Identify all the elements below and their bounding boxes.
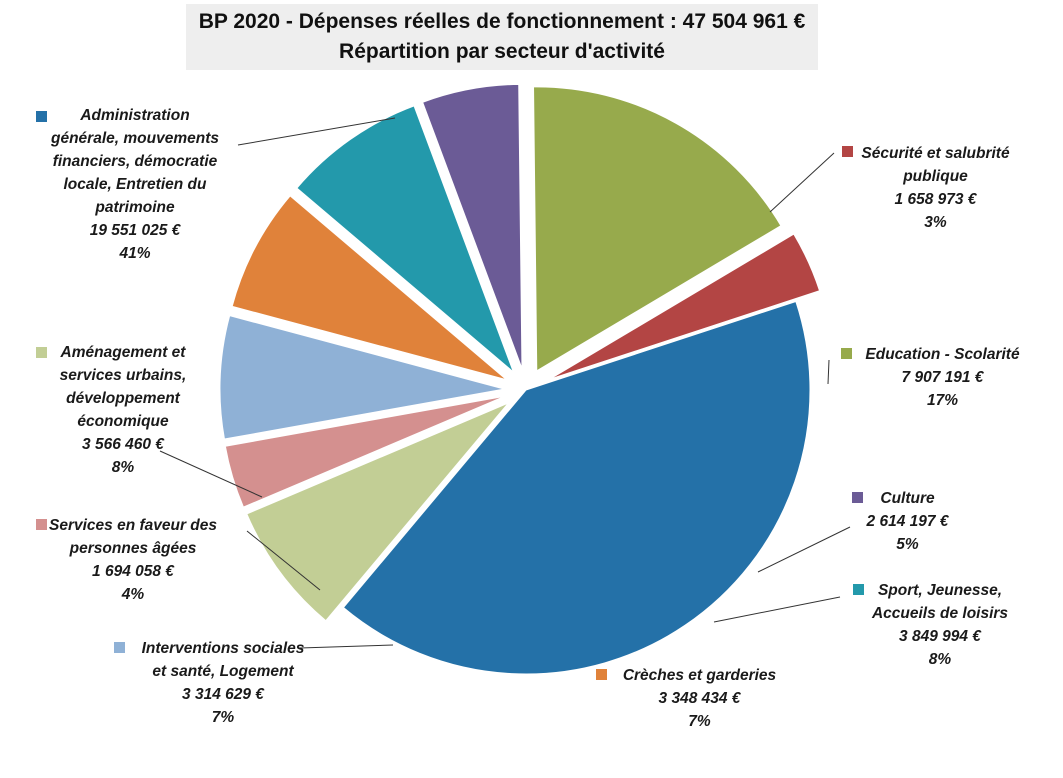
legend-swatch-3	[852, 492, 863, 503]
slice-label-1: Sécurité et salubrité publique 1 658 973 €…	[838, 142, 1033, 234]
legend-swatch-7	[36, 519, 47, 530]
legend-swatch-1	[842, 146, 853, 157]
slice-value-label: 2 614 197 €	[866, 513, 949, 530]
slice-label-text: Accueils de loisirs	[871, 605, 1009, 622]
slice-label-text: patrimoine	[95, 199, 175, 216]
chart-title: BP 2020 - Dépenses réelles de fonctionne…	[198, 10, 806, 33]
pie-slice-1	[549, 233, 821, 380]
slice-label-text: Crèches et garderies	[622, 667, 777, 684]
slice-percent-label: 17%	[926, 392, 959, 409]
pie-slice-8	[246, 402, 509, 622]
slice-label-text: Interventions sociales	[141, 640, 305, 657]
pie-slice-3	[422, 83, 523, 369]
slice-label-3: Culture 2 614 197 € 5%	[840, 487, 975, 556]
slice-label-text: Administration	[80, 107, 190, 124]
slice-value-label: 3 566 460 €	[82, 436, 164, 453]
slice-percent-label: 7%	[688, 713, 711, 730]
slice-label-text: publique	[903, 168, 968, 185]
leader-line-3	[757, 526, 851, 573]
slice-label-2: Education - Scolarité 7 907 191 € 17%	[840, 343, 1045, 412]
slice-label-text: Sécurité et salubrité	[861, 145, 1010, 162]
slice-label-text: services urbains,	[59, 367, 187, 384]
legend-swatch-2	[841, 348, 852, 359]
slice-value-label: 1 658 973 €	[894, 191, 977, 208]
leader-line-1	[769, 152, 835, 213]
slice-percent-label: 7%	[211, 709, 235, 726]
slice-percent-label: 4%	[121, 586, 145, 603]
leader-line-8	[159, 450, 263, 498]
slice-label-text: développement	[66, 390, 180, 407]
slice-label-text: économique	[77, 413, 169, 430]
slice-label-text: Education - Scolarité	[865, 346, 1020, 363]
legend-swatch-5	[596, 669, 607, 680]
slice-label-text: financiers, démocratie	[52, 153, 218, 170]
slice-label-5: Crèches et garderies 3 348 434 € 7%	[612, 664, 787, 733]
pie-slice-2	[533, 86, 782, 372]
leader-line-7	[246, 530, 321, 591]
legend-swatch-4	[853, 584, 864, 595]
slice-label-text: Sport, Jeunesse,	[877, 582, 1003, 599]
legend-swatch-6	[114, 642, 125, 653]
slice-label-text: personnes âgées	[69, 540, 197, 557]
pie-slice-5	[231, 195, 507, 381]
slice-label-text: locale, Entretien du	[63, 176, 207, 193]
slice-label-7: Services en faveur des personnes âgées 1 6…	[28, 514, 238, 606]
slice-percent-label: 5%	[896, 536, 919, 553]
pie-slice-0	[342, 300, 811, 675]
slice-label-text: Services en faveur des	[48, 517, 218, 534]
slice-label-0: Administration générale, mouvements financ…	[20, 104, 250, 265]
legend-swatch-0	[36, 111, 47, 122]
slice-percent-label: 3%	[924, 214, 947, 231]
slice-percent-label: 8%	[928, 651, 952, 668]
chart-title-box: BP 2020 - Dépenses réelles de fonctionne…	[186, 4, 818, 70]
slice-label-text: Culture	[880, 490, 935, 507]
slice-value-label: 19 551 025 €	[89, 222, 181, 239]
pie-slice-4	[296, 105, 515, 374]
pie-slice-6	[219, 315, 505, 440]
slice-value-label: 3 314 629 €	[182, 686, 264, 703]
slice-value-label: 3 348 434 €	[658, 690, 741, 707]
pie-slice-7	[224, 395, 506, 508]
leader-line-2	[827, 359, 830, 385]
chart-subtitle: Répartition par secteur d'activité	[339, 40, 665, 63]
slice-percent-label: 41%	[119, 245, 151, 262]
slice-value-label: 7 907 191 €	[901, 369, 984, 386]
slice-label-text: Aménagement et	[60, 344, 186, 361]
leader-line-4	[713, 596, 841, 623]
slice-label-6: Interventions sociales et santé, Logement…	[128, 637, 318, 729]
slice-label-text: générale, mouvements	[51, 130, 219, 147]
leader-line-0	[237, 117, 396, 146]
leader-line-6	[299, 644, 394, 649]
legend-swatch-8	[36, 347, 47, 358]
slice-label-4: Sport, Jeunesse, Accueils de loisirs 3 849…	[855, 579, 1025, 671]
slice-value-label: 3 849 994 €	[899, 628, 981, 645]
slice-label-text: et santé, Logement	[152, 663, 294, 680]
slice-value-label: 1 694 058 €	[92, 563, 174, 580]
slice-label-8: Aménagement et services urbains, développe…	[38, 341, 208, 479]
slice-percent-label: 8%	[111, 459, 135, 476]
